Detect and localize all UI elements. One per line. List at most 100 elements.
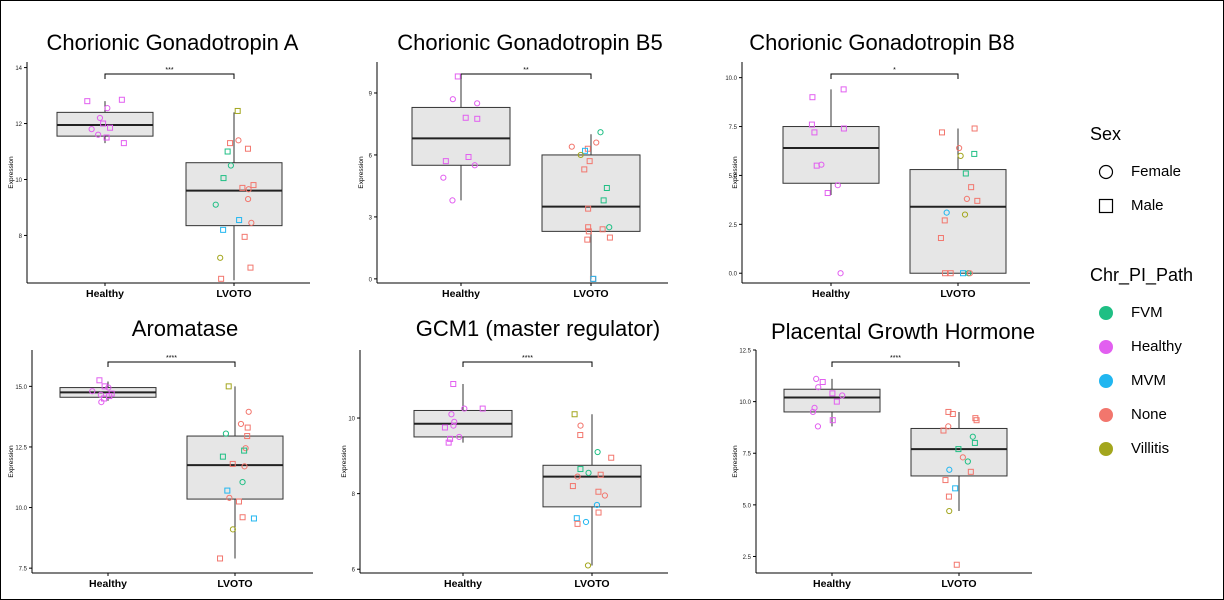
data-point [571,411,578,418]
data-point [961,211,969,218]
data-point [840,86,847,93]
panel-title-1: Chorionic Gonadotropin A [46,30,299,55]
legend-swatch [1099,408,1113,422]
data-point [837,270,844,277]
legend-key-healthy [1099,340,1113,354]
y-tick-label: 7.5 [743,452,752,458]
data-point [451,418,458,425]
data-point [461,405,468,412]
data-point [212,201,219,208]
data-point [967,468,974,475]
data-point [442,158,449,165]
data-point [89,388,96,395]
legend-key-none [1099,408,1113,422]
x-tick-label: Healthy [442,288,480,300]
data-point [824,190,831,197]
data-point [813,162,820,169]
y-tick-label: 8 [352,492,356,498]
y-tick-label: 6 [369,153,373,159]
y-tick-label: 6 [352,568,356,574]
data-point [100,120,107,127]
y-axis-label: Expression [358,156,365,189]
box-healthy [783,388,881,413]
panel-title-5: GCM1 (master regulator) [415,316,661,341]
data-point [236,217,243,224]
data-point [220,175,227,182]
legend-key-villitis [1099,442,1113,456]
data-point [241,447,248,454]
data-point [840,125,847,132]
significance-bracket [830,73,959,79]
data-point [96,114,104,122]
legend-label-none: None [1131,406,1167,423]
data-point [244,424,251,431]
data-point [946,466,953,473]
data-point [594,448,601,456]
data-point [245,186,252,193]
panel-title-3: Chorionic Gonadotropin B8 [749,30,1015,55]
data-point [471,162,478,169]
y-tick-label: 12 [15,122,22,128]
legend-swatch [1099,340,1113,354]
data-point [606,224,613,231]
y-axis-label: Expression [341,445,348,478]
data-point [962,170,969,177]
data-point [95,131,102,138]
data-point [943,209,950,216]
data-point [97,391,104,398]
significance-label: **** [890,355,901,362]
y-tick-label: 10 [15,178,22,184]
legend-label-villitis: Villitis [1131,440,1170,457]
data-point [219,453,226,460]
data-point [947,270,954,277]
y-tick-label: 8 [19,234,23,240]
legend-path-title: Chr_PI_Path [1090,265,1194,285]
data-point [599,226,606,233]
data-point [569,483,576,490]
data-point [573,515,580,522]
significance-label: * [893,67,896,74]
data-point [833,398,840,405]
y-tick-label: 5.0 [729,174,738,180]
data-point [582,147,589,154]
data-point [101,383,108,390]
plot-panel-3: 0.0 2.5 5.0 7.5 10.0 Expression Healthy LVOTO * [725,62,1030,300]
data-point [118,96,125,103]
x-tick-label: LVOTO [217,578,252,590]
box-lvoto [909,169,1007,274]
data-point [239,479,246,486]
data-point [227,140,234,147]
data-point [971,439,978,446]
data-point [449,96,456,103]
data-point [577,432,584,439]
data-point [449,197,456,204]
legend-label-mvm: MVM [1131,372,1166,389]
data-point [250,515,257,522]
data-point [584,236,591,243]
data-point [445,439,452,446]
x-tick-label: Healthy [813,578,851,590]
plot-panel-2: 0 3 6 9 Expression Healthy LVOTO ** [358,62,668,300]
data-point [600,197,607,204]
data-point [440,174,447,181]
box-healthy [782,126,880,184]
box-healthy [411,106,511,166]
x-tick-label: Healthy [444,578,482,590]
legend-sex-title: Sex [1090,124,1122,144]
data-point [597,471,604,478]
data-point [938,129,945,136]
y-tick-label: 7.5 [729,125,738,131]
legend-label-fvm: FVM [1131,304,1163,321]
box-lvoto [542,464,642,508]
data-point [224,148,231,155]
data-point [107,124,114,131]
data-point [474,115,481,122]
data-point [968,184,975,191]
y-tick-label: 10 [348,417,355,423]
x-tick-label: LVOTO [940,288,975,300]
data-point [247,264,254,271]
legend-female-label: Female [1131,163,1182,180]
y-axis-label: Expression [8,445,15,478]
data-point [229,526,237,533]
